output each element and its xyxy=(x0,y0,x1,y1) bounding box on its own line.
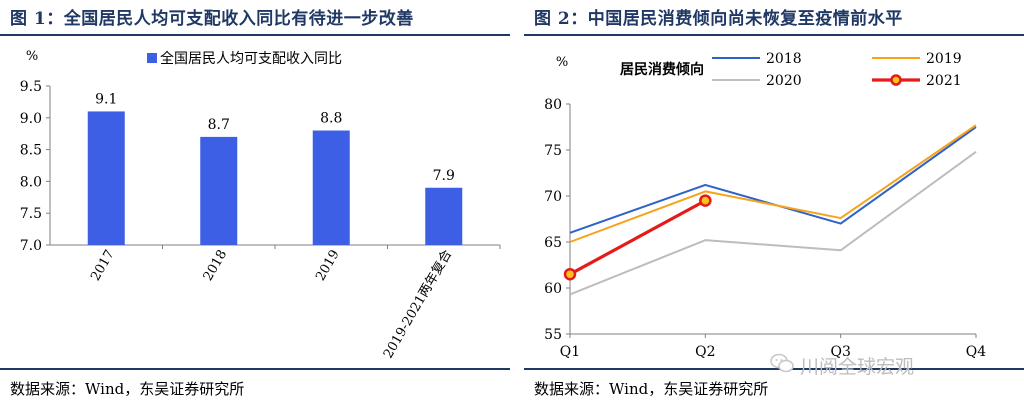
line-x-tick-label: Q1 xyxy=(560,344,580,360)
bar-data-label: 8.7 xyxy=(208,117,230,133)
line-legend-marker-2021 xyxy=(890,74,902,86)
line-y-tick-label: 75 xyxy=(544,143,562,159)
line-y-tick-label: 55 xyxy=(544,327,562,343)
bar-legend-label: 全国居民人均可支配收入同比 xyxy=(160,50,342,67)
bar-3 xyxy=(425,187,463,245)
bar-x-tick-label: 2019-2021两年复合 xyxy=(381,248,455,362)
bar-1 xyxy=(200,136,238,245)
line-series-2019 xyxy=(569,124,977,243)
bar-y-tick-label: 8.5 xyxy=(20,143,42,159)
bar-0 xyxy=(87,111,125,245)
bar-legend-swatch xyxy=(147,53,157,63)
right-bottom-rule xyxy=(524,368,1024,370)
line-series-2021 xyxy=(569,199,707,276)
bar-data-label: 9.1 xyxy=(95,91,117,107)
line-y-tick-label: 70 xyxy=(544,189,562,205)
line-x-tick-label: Q3 xyxy=(830,344,850,360)
bar-y-tick-label: 9.0 xyxy=(20,111,42,127)
left-figure-panel: 图 1：全国居民人均可支配收入同比有待进一步改善 % 全国居民人均可支配收入同比 7… xyxy=(0,0,510,410)
left-bottom-rule xyxy=(0,368,510,370)
right-source: 数据来源：Wind，东吴证券研究所 xyxy=(534,380,769,398)
right-figure-title: 图 2：中国居民消费倾向尚未恢复至疫情前水平 xyxy=(534,9,903,29)
line-legend-label-2020: 2020 xyxy=(766,73,802,89)
watermark: 川阅全球宏观 xyxy=(800,356,915,378)
line-y-tick-label: 60 xyxy=(544,281,562,297)
bar-x-tick-label: 2018 xyxy=(201,248,231,284)
bar-x-tick-label: 2017 xyxy=(88,248,118,284)
line-y-tick-label: 80 xyxy=(544,97,562,113)
right-top-rule xyxy=(524,34,1024,36)
line-series-2020 xyxy=(569,151,977,296)
bar-y-tick-label: 8.0 xyxy=(20,174,42,190)
line-unit-label: % xyxy=(556,55,568,70)
bar-y-tick-label: 7.0 xyxy=(20,238,42,254)
line-x-tick-label: Q2 xyxy=(695,344,715,360)
bar-x-tick-label: 2019 xyxy=(313,248,343,284)
line-y-tick-label: 65 xyxy=(544,235,562,251)
line-chart-title: 居民消费倾向 xyxy=(620,61,704,78)
bar-data-label: 8.8 xyxy=(320,111,342,127)
bar-y-tick-label: 9.5 xyxy=(20,79,42,95)
line-point-2021 xyxy=(699,194,712,207)
left-source: 数据来源：Wind，东吴证券研究所 xyxy=(10,380,245,398)
line-series-2018 xyxy=(569,126,977,234)
wechat-icon xyxy=(770,353,794,373)
left-top-rule xyxy=(0,34,510,36)
right-figure-panel: 图 2：中国居民消费倾向尚未恢复至疫情前水平 % 居民消费倾向 55 60 65 70 75… xyxy=(524,0,1024,410)
line-chart: % 居民消费倾向 55 60 65 70 75 80 Q1 Q2 Q3 Q4 2018 2019 2020 2… xyxy=(544,51,986,360)
bar-2 xyxy=(312,130,350,245)
bar-data-label: 7.9 xyxy=(433,168,455,184)
line-legend-label-2019: 2019 xyxy=(926,51,962,67)
bar-y-tick-label: 7.5 xyxy=(20,206,42,222)
left-figure-title: 图 1：全国居民人均可支配收入同比有待进一步改善 xyxy=(10,9,414,29)
bar-chart: % 全国居民人均可支配收入同比 7.0 7.5 8.0 8.5 9.0 9.5 9.1 2017 8… xyxy=(20,49,501,362)
line-point-2021 xyxy=(563,267,577,281)
line-x-tick-label: Q4 xyxy=(966,344,986,360)
line-legend-label-2021: 2021 xyxy=(926,73,962,89)
bar-unit-label: % xyxy=(26,49,38,64)
line-legend-label-2018: 2018 xyxy=(766,51,802,67)
